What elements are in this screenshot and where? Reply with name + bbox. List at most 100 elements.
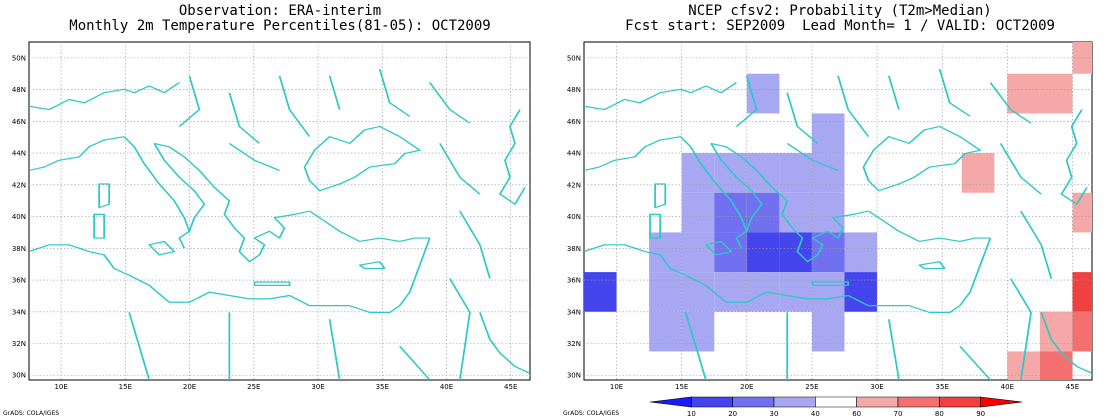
colorbar-segment bbox=[939, 396, 981, 408]
probability-cell bbox=[811, 192, 845, 233]
lat-tick-label: 36N bbox=[567, 277, 581, 285]
colorbar-segment bbox=[897, 396, 940, 408]
lat-tick-label: 38N bbox=[12, 245, 26, 253]
colorbar-segment bbox=[980, 396, 1023, 408]
probability-colorbar: 10 20 30 40 60 70 80 90 bbox=[649, 396, 1023, 418]
probability-cell bbox=[779, 232, 812, 273]
probability-cell bbox=[746, 153, 780, 193]
lon-tick-label: 30E bbox=[311, 383, 324, 391]
lon-tick-label: 15E bbox=[119, 383, 132, 391]
lat-tick-label: 46N bbox=[12, 118, 26, 126]
probability-cell bbox=[681, 192, 715, 233]
colorbar-segment bbox=[649, 396, 692, 408]
lat-tick-label: 40N bbox=[12, 213, 26, 221]
lat-tick-label: 40N bbox=[567, 213, 581, 221]
lat-tick-label: 36N bbox=[12, 277, 26, 285]
lon-tick-label: 45E bbox=[504, 383, 517, 391]
probability-cell bbox=[1039, 73, 1073, 114]
lon-tick-label: 45E bbox=[1066, 383, 1079, 391]
probability-cell bbox=[714, 192, 747, 233]
lat-tick-label: 38N bbox=[567, 245, 581, 253]
right-credit: GrADS: COLA/IGES bbox=[563, 410, 620, 417]
colorbar-label: 70 bbox=[894, 410, 903, 418]
lon-tick-label: 15E bbox=[675, 383, 688, 391]
probability-cell bbox=[714, 272, 747, 312]
colorbar-segment bbox=[732, 396, 775, 408]
colorbar-segment bbox=[815, 396, 857, 408]
lat-tick-label: 50N bbox=[567, 54, 581, 62]
lat-tick-label: 30N bbox=[12, 372, 26, 380]
lon-tick-label: 35E bbox=[936, 383, 949, 391]
left-credit: GrADS: COLA/IGES bbox=[3, 410, 60, 417]
probability-cell bbox=[746, 272, 780, 312]
lat-tick-label: 48N bbox=[567, 86, 581, 94]
lat-tick-label: 32N bbox=[12, 340, 26, 348]
lon-tick-label: 30E bbox=[870, 383, 883, 391]
colorbar-segment bbox=[773, 396, 816, 408]
left-axis-ticks: 10E 15E 20E 25E 30E 35E 40E 45E 30N 32N 34N 36N 38N 4… bbox=[12, 54, 518, 391]
lat-tick-label: 30N bbox=[567, 372, 581, 380]
lon-tick-label: 35E bbox=[376, 383, 389, 391]
colorbar-label: 80 bbox=[935, 410, 944, 418]
lat-tick-label: 32N bbox=[567, 340, 581, 348]
lon-tick-label: 10E bbox=[54, 383, 67, 391]
lat-tick-label: 42N bbox=[567, 181, 581, 189]
probability-cell bbox=[779, 153, 812, 193]
lon-tick-label: 20E bbox=[740, 383, 753, 391]
probability-cell bbox=[811, 272, 845, 312]
colorbar-label: 30 bbox=[770, 410, 779, 418]
lon-tick-label: 25E bbox=[805, 383, 818, 391]
lat-tick-label: 42N bbox=[12, 181, 26, 189]
probability-cell bbox=[811, 113, 845, 154]
lat-tick-label: 48N bbox=[12, 86, 26, 94]
probability-cell bbox=[1072, 42, 1092, 74]
probability-cell bbox=[584, 272, 617, 312]
probability-cell bbox=[746, 192, 780, 233]
probability-cell bbox=[844, 232, 878, 273]
right-axis-ticks: 10E 15E 20E 25E 30E 35E 40E 45E 30N 32N 34N 36N 38N 4… bbox=[567, 54, 1079, 391]
probability-cell bbox=[681, 232, 715, 273]
probability-cell bbox=[1072, 311, 1092, 352]
left-title-line1: Observation: ERA-interim bbox=[178, 3, 382, 19]
colorbar-segment bbox=[691, 396, 733, 408]
probability-cell bbox=[811, 232, 845, 273]
lat-tick-label: 44N bbox=[567, 150, 581, 158]
probability-cell bbox=[961, 153, 995, 193]
probability-cell bbox=[681, 272, 715, 312]
probability-cell bbox=[1007, 73, 1040, 114]
colorbar-label: 60 bbox=[852, 410, 861, 418]
probability-cell bbox=[811, 153, 845, 193]
probability-cell bbox=[714, 153, 747, 193]
lon-tick-label: 40E bbox=[440, 383, 453, 391]
probability-cells bbox=[584, 42, 1092, 380]
lat-tick-label: 34N bbox=[567, 308, 581, 316]
probability-cell bbox=[649, 272, 682, 312]
colorbar-label: 20 bbox=[728, 410, 737, 418]
right-title-line1: NCEP cfsv2: Probability (T2m>Median) bbox=[688, 3, 992, 19]
colorbar-label: 40 bbox=[811, 410, 820, 418]
probability-cell bbox=[649, 311, 682, 352]
lon-tick-label: 40E bbox=[1001, 383, 1014, 391]
lon-tick-label: 10E bbox=[610, 383, 623, 391]
lon-tick-label: 20E bbox=[183, 383, 196, 391]
probability-cell bbox=[779, 272, 812, 312]
probability-cell bbox=[811, 311, 845, 352]
probability-cell bbox=[746, 232, 780, 273]
lon-tick-label: 25E bbox=[247, 383, 260, 391]
colorbar-label: 90 bbox=[976, 410, 985, 418]
colorbar-segment bbox=[856, 396, 899, 408]
probability-cell bbox=[1072, 272, 1092, 312]
right-map-panel: 10E 15E 20E 25E 30E 35E 40E 45E 30N 32N 34N 36N 38N 4… bbox=[567, 41, 1093, 391]
lat-tick-label: 44N bbox=[12, 150, 26, 158]
probability-cell bbox=[1072, 192, 1092, 233]
probability-cell bbox=[649, 232, 682, 273]
colorbar-label: 10 bbox=[687, 410, 696, 418]
lat-tick-label: 46N bbox=[567, 118, 581, 126]
lat-tick-label: 34N bbox=[12, 308, 26, 316]
right-gridlines bbox=[584, 42, 1092, 380]
left-title-line2: Monthly 2m Temperature Percentiles(81-05… bbox=[69, 18, 491, 34]
lat-tick-label: 50N bbox=[12, 54, 26, 62]
right-title-line2: Fcst start: SEP2009 Lead Month= 1 / VALI… bbox=[625, 18, 1055, 34]
left-map-panel: 10E 15E 20E 25E 30E 35E 40E 45E 30N 32N 34N 36N 38N 4… bbox=[12, 41, 531, 391]
